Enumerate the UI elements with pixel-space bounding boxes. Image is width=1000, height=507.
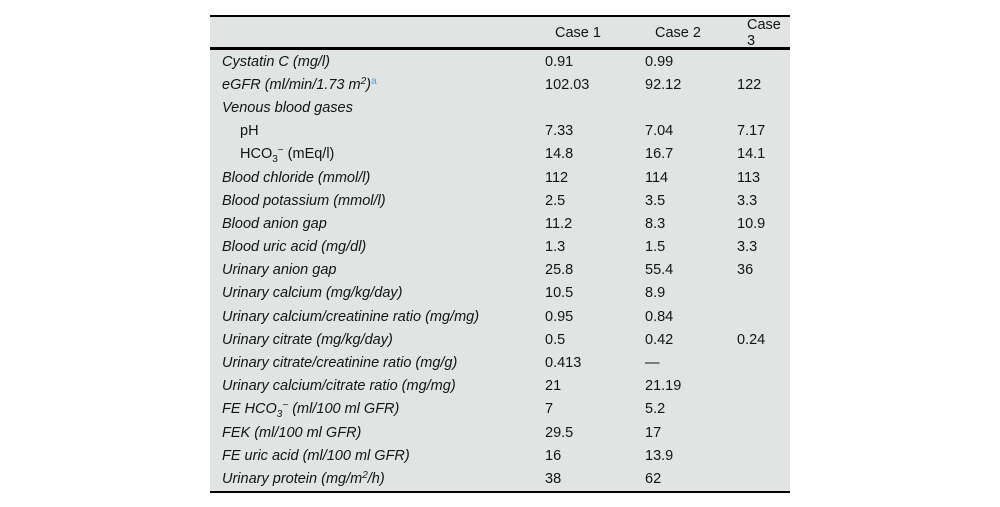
value-case-2: 3.5 [645, 192, 666, 209]
row-label: pH [240, 123, 259, 140]
row-label: FEK (ml/100 ml GFR) [222, 424, 362, 441]
value-case-3: 7.17 [737, 123, 766, 140]
row-label: Urinary protein (mg/m2/h) [222, 469, 385, 487]
value-case-1: 1.3 [545, 239, 566, 256]
value-case-3: 122 [737, 76, 762, 93]
row-label: FE uric acid (ml/100 ml GFR) [222, 447, 410, 464]
row-label: Urinary citrate/creatinine ratio (mg/g) [222, 355, 458, 372]
sub-text: 3 [276, 409, 283, 421]
row-label: Blood uric acid (mg/dl) [222, 239, 367, 256]
table-row: Blood anion gap 11.2 8.3 10.9 [210, 212, 790, 235]
row-label: Blood chloride (mmol/l) [222, 169, 371, 186]
table-row: Urinary protein (mg/m2/h) 38 62 [210, 467, 790, 490]
row-label: Venous blood gases [222, 99, 353, 116]
value-case-1: 38 [545, 470, 562, 487]
value-case-1: 10.5 [545, 285, 574, 302]
lab-values-table: Case 1 Case 2 Case 3 Cystatin C (mg/l) 0.… [210, 15, 790, 493]
value-case-1: 2.5 [545, 192, 566, 209]
value-case-1: 11.2 [545, 215, 573, 232]
row-label: Urinary citrate (mg/kg/day) [222, 331, 393, 348]
sup-text: − [282, 400, 289, 412]
value-case-2: 21.19 [645, 378, 682, 395]
value-case-3: 10.9 [737, 215, 766, 232]
value-case-2: 114 [645, 169, 669, 186]
value-case-1: 112 [545, 169, 569, 186]
row-label: FE HCO3− (ml/100 ml GFR) [222, 400, 400, 421]
header-case-1: Case 1 [555, 25, 601, 41]
value-case-2: 13.9 [645, 447, 674, 464]
value-case-1: 0.413 [545, 355, 582, 372]
value-case-1: 7.33 [545, 123, 574, 140]
value-case-2: 16.7 [645, 146, 674, 163]
table-row: Blood chloride (mmol/l) 112 114 113 [210, 166, 790, 189]
value-case-2: 0.42 [645, 331, 674, 348]
table-row: Urinary calcium (mg/kg/day) 10.5 8.9 [210, 282, 790, 305]
sup-text: − [277, 145, 284, 157]
row-label: HCO3− (mEq/l) [240, 145, 335, 166]
value-case-2: 0.84 [645, 308, 674, 325]
sup-text: 2 [362, 469, 368, 481]
table-row: FE uric acid (ml/100 ml GFR) 16 13.9 [210, 444, 790, 467]
table-header-row: Case 1 Case 2 Case 3 [210, 17, 790, 50]
value-case-1: 0.95 [545, 308, 574, 325]
row-label: eGFR (ml/min/1.73 m2)a [222, 74, 377, 93]
table-row: Urinary citrate/creatinine ratio (mg/g) 0… [210, 351, 790, 374]
table-row: Cystatin C (mg/l) 0.91 0.99 [210, 50, 790, 73]
value-case-3: 36 [737, 262, 754, 279]
table-row: Urinary calcium/creatinine ratio (mg/mg)… [210, 305, 790, 328]
value-case-2: — [645, 355, 660, 372]
value-case-1: 14.8 [545, 146, 574, 163]
row-label: Urinary calcium/citrate ratio (mg/mg) [222, 378, 456, 395]
value-case-2: 17 [645, 424, 662, 441]
table-row: FE HCO3− (ml/100 ml GFR) 7 5.2 [210, 398, 790, 421]
table-row: eGFR (ml/min/1.73 m2)a 102.03 92.12 122 [210, 73, 790, 96]
value-case-2: 8.3 [645, 215, 666, 232]
value-case-2: 62 [645, 470, 662, 487]
value-case-2: 1.5 [645, 239, 666, 256]
row-label: Blood potassium (mmol/l) [222, 192, 386, 209]
value-case-3: 14.1 [737, 146, 766, 163]
table-row: Blood potassium (mmol/l) 2.5 3.5 3.3 [210, 189, 790, 212]
value-case-1: 102.03 [545, 76, 590, 93]
value-case-2: 8.9 [645, 285, 666, 302]
row-label: Urinary calcium (mg/kg/day) [222, 285, 403, 302]
value-case-2: 55.4 [645, 262, 674, 279]
value-case-2: 7.04 [645, 123, 674, 140]
table-row: FEK (ml/100 ml GFR) 29.5 17 [210, 421, 790, 444]
value-case-3: 113 [737, 169, 761, 186]
value-case-1: 0.91 [545, 53, 574, 70]
footnote-marker: a [371, 74, 377, 87]
table-row: Urinary calcium/citrate ratio (mg/mg) 21 2… [210, 375, 790, 398]
value-case-2: 5.2 [645, 401, 666, 418]
value-case-1: 21 [545, 378, 562, 395]
sub-text: 3 [272, 154, 278, 166]
table-row: Urinary anion gap 25.8 55.4 36 [210, 259, 790, 282]
row-label: Blood anion gap [222, 215, 327, 232]
sup-text: 2 [360, 75, 367, 87]
value-case-2: 92.12 [645, 76, 682, 93]
value-case-2: 0.99 [645, 53, 674, 70]
table-row: HCO3− (mEq/l) 14.8 16.7 14.1 [210, 143, 790, 166]
value-case-1: 7 [545, 401, 554, 418]
table-row: Venous blood gases [210, 96, 790, 119]
row-label: Urinary calcium/creatinine ratio (mg/mg) [222, 308, 480, 325]
value-case-3: 3.3 [737, 239, 758, 256]
header-case-3: Case 3 [747, 17, 781, 49]
table-row: pH 7.33 7.04 7.17 [210, 120, 790, 143]
row-label: Cystatin C (mg/l) [222, 53, 330, 70]
value-case-3: 3.3 [737, 192, 758, 209]
table-body: Cystatin C (mg/l) 0.91 0.99 eGFR (ml/min/1.… [210, 50, 790, 491]
table-row: Blood uric acid (mg/dl) 1.3 1.5 3.3 [210, 236, 790, 259]
value-case-1: 0.5 [545, 331, 566, 348]
row-label: Urinary anion gap [222, 262, 337, 279]
header-case-2: Case 2 [655, 25, 701, 41]
value-case-1: 25.8 [545, 262, 574, 279]
value-case-3: 0.24 [737, 331, 766, 348]
value-case-1: 16 [545, 447, 562, 464]
table-row: Urinary citrate (mg/kg/day) 0.5 0.42 0.24 [210, 328, 790, 351]
value-case-1: 29.5 [545, 424, 574, 441]
